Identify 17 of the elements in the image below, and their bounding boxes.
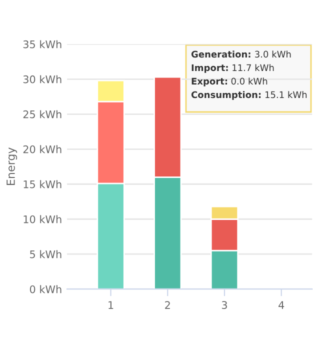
x-tick-label: 3 bbox=[222, 301, 227, 309]
y-tick-label: 25 kWh bbox=[23, 110, 62, 118]
y-tick-label: 15 kWh bbox=[24, 180, 62, 188]
annotation: Import: 11.7 kWh bbox=[192, 64, 274, 73]
annotation: Generation: 3.0 kWh bbox=[191, 50, 291, 58]
y-tick-label: 10 kWh bbox=[24, 215, 62, 224]
annotation: Export: 0.0 kWh bbox=[192, 78, 268, 86]
y-tick-label: 5 kWh bbox=[30, 250, 62, 258]
x-tick-label: 4 bbox=[278, 301, 284, 309]
y-tick-label: 20 kWh bbox=[23, 145, 62, 154]
y-axis-title: Energy bbox=[6, 148, 18, 185]
annotation: Consumption: 15.1 kWh bbox=[191, 91, 307, 100]
y-tick-label: 35 kWh bbox=[23, 40, 62, 48]
y-tick-label: 30 kWh bbox=[23, 75, 62, 84]
x-tick-label: 1 bbox=[108, 301, 114, 309]
y-tick-label: 0 kWh bbox=[30, 285, 62, 294]
x-tick-label: 2 bbox=[165, 301, 170, 309]
